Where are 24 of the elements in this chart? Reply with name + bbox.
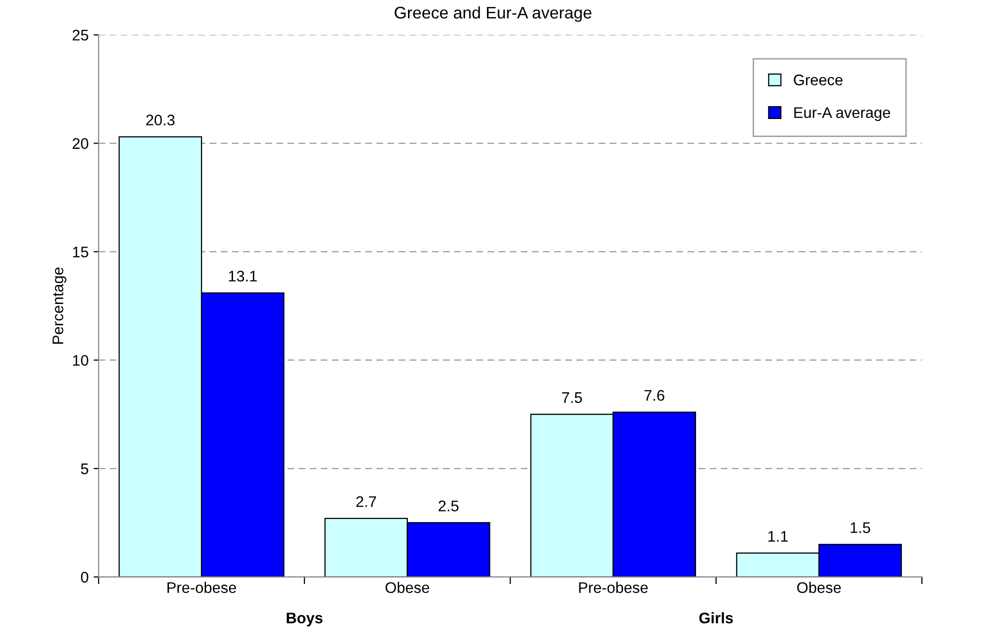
data-label: 2.5: [438, 500, 458, 512]
y-tick-label: 25: [72, 30, 88, 41]
y-axis-title: Percentage: [52, 268, 66, 344]
x-tick-label: Obese: [386, 582, 430, 594]
y-tick-label: 10: [73, 354, 88, 366]
legend-label: Greece: [794, 74, 843, 86]
x-tick-label: Pre-obese: [168, 582, 236, 594]
y-tick-label: 5: [80, 464, 88, 474]
text: Boys: [286, 612, 322, 626]
data-label: 7.5: [562, 392, 582, 403]
x-tick-label: Obese: [797, 582, 841, 594]
data-label: 1.5: [850, 522, 870, 534]
chart-title: Greece and Eur-A average: [394, 6, 592, 22]
data-label: 13.1: [228, 270, 257, 282]
y-tick-label: 20: [72, 138, 88, 149]
data-label: 20.3: [146, 114, 175, 126]
data-label: 7.6: [644, 390, 664, 401]
y-tick-label: 0: [80, 572, 88, 583]
x-tick-label: Pre-obese: [579, 582, 648, 594]
y-tick-label: 15: [73, 246, 88, 258]
text: Girls: [699, 612, 733, 624]
data-label: 2.7: [356, 496, 376, 507]
legend-label: Eur-A average: [794, 107, 890, 122]
data-label: 1.1: [768, 531, 788, 542]
